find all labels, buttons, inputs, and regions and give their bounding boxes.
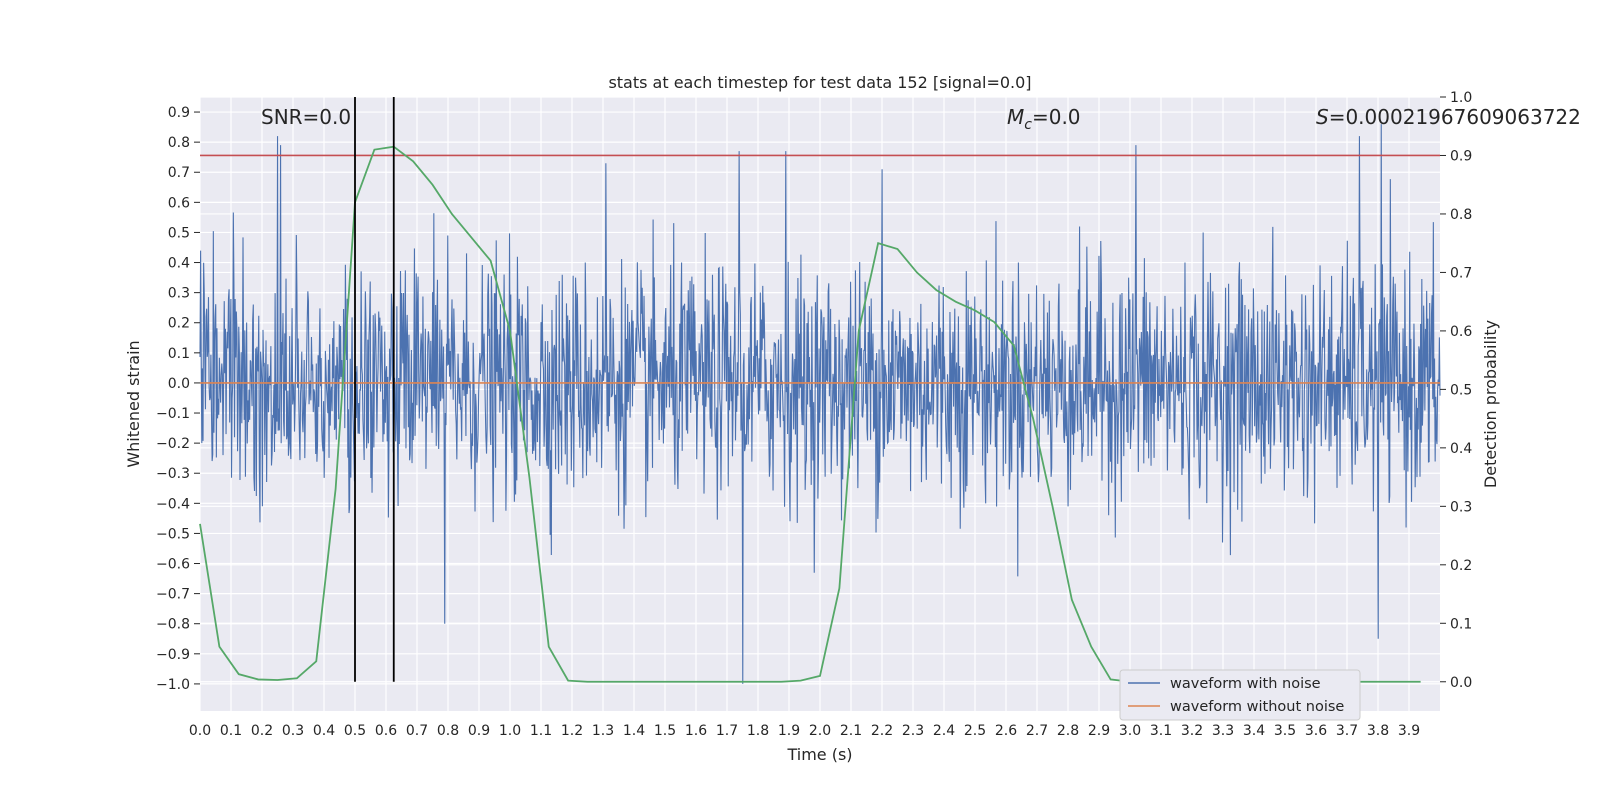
overlay-layer <box>199 97 1440 683</box>
x-tick-label: 3.7 <box>1336 723 1358 739</box>
s-annotation: S=0.00021967609063722 <box>1316 105 1581 129</box>
y-tick-label: −0.4 <box>156 496 190 512</box>
series-layer <box>199 124 1441 684</box>
y-tick-label: 0.0 <box>168 376 190 392</box>
y-tick-label: −0.6 <box>156 557 190 573</box>
y-right-tick-label: 0.0 <box>1450 675 1472 691</box>
x-tick-label: 0.3 <box>282 723 304 739</box>
y-tick-label: 0.3 <box>168 286 190 302</box>
y-tick-label: 0.8 <box>168 135 190 151</box>
legend-box <box>1119 669 1361 721</box>
y-tick-label: 0.9 <box>168 105 190 121</box>
x-tick-label: 0.2 <box>251 723 273 739</box>
x-tick-label: 0.5 <box>344 723 366 739</box>
y-tick-label: 0.6 <box>168 195 190 211</box>
x-tick-label: 1.5 <box>654 723 676 739</box>
x-tick-label: 2.6 <box>995 723 1017 739</box>
y-tick-label: −0.3 <box>156 466 190 482</box>
y-tick-label: −1.0 <box>156 677 190 693</box>
x-tick-label: 0.9 <box>468 723 490 739</box>
x-tick-label: 0.0 <box>189 723 211 739</box>
series-line-detection-probability <box>199 145 1421 683</box>
y-right-tick-label: 0.4 <box>1450 441 1472 457</box>
x-tick-label: 2.4 <box>933 723 955 739</box>
legend: waveform with noise waveform without noi… <box>1119 669 1361 721</box>
x-tick-label: 2.3 <box>902 723 924 739</box>
y-tick-label: −0.8 <box>156 617 190 633</box>
y-tick-label: −0.9 <box>156 647 190 663</box>
x-tick-label: 3.9 <box>1398 723 1420 739</box>
y-right-tick-label: 0.7 <box>1450 265 1472 281</box>
x-tick-label: 1.0 <box>499 723 521 739</box>
x-tick-label: 1.8 <box>747 723 769 739</box>
y-axis-label: Whitened strain <box>124 340 143 467</box>
x-tick-label: 3.2 <box>1181 723 1203 739</box>
x-axis-label: Time (s) <box>786 745 852 764</box>
snr-annotation: SNR=0.0 <box>261 105 351 129</box>
y-right-tick-label: 1.0 <box>1450 90 1472 106</box>
x-tick-label: 2.1 <box>840 723 862 739</box>
x-tick-label: 1.9 <box>778 723 800 739</box>
y-right-tick-label: 0.8 <box>1450 207 1472 223</box>
x-tick-label: 0.6 <box>375 723 397 739</box>
series-line-waveform-with-noise <box>199 124 1441 684</box>
x-tick-label: 1.1 <box>530 723 552 739</box>
x-tick-label: 1.4 <box>623 723 645 739</box>
x-tick-label: 3.3 <box>1212 723 1234 739</box>
x-tick-label: 2.2 <box>871 723 893 739</box>
x-tick-label: 1.6 <box>685 723 707 739</box>
x-tick-label: 2.9 <box>1088 723 1110 739</box>
y-tick-label: 0.1 <box>168 346 190 362</box>
x-tick-label: 3.0 <box>1119 723 1141 739</box>
y-tick-label: 0.5 <box>168 225 190 241</box>
y-tick-label: −0.7 <box>156 587 190 603</box>
x-tick-label: 0.4 <box>313 723 335 739</box>
x-tick-label: 1.7 <box>716 723 738 739</box>
y-tick-label: 0.7 <box>168 165 190 181</box>
x-tick-label: 1.3 <box>592 723 614 739</box>
legend-label-clean: waveform without noise <box>1170 699 1344 715</box>
x-tick-label: 2.0 <box>809 723 831 739</box>
y-tick-label: −0.2 <box>156 436 190 452</box>
y-right-tick-label: 0.1 <box>1450 616 1472 632</box>
legend-label-noisy: waveform with noise <box>1170 676 1321 692</box>
x-tick-label: 3.8 <box>1367 723 1389 739</box>
y-tick-label: −0.5 <box>156 526 190 542</box>
x-tick-label: 3.1 <box>1150 723 1172 739</box>
y-axis-right-label: Detection probability <box>1481 320 1500 488</box>
y-right-tick-label: 0.3 <box>1450 499 1472 515</box>
y-tick-label: 0.4 <box>168 256 190 272</box>
x-tick-label: 0.8 <box>437 723 459 739</box>
x-tick-label: 2.5 <box>964 723 986 739</box>
x-tick-label: 3.5 <box>1274 723 1296 739</box>
y-right-tick-label: 0.9 <box>1450 148 1472 164</box>
chart-title: stats at each timestep for test data 152… <box>608 73 1031 92</box>
x-tick-label: 1.2 <box>561 723 583 739</box>
x-tick-label: 2.7 <box>1026 723 1048 739</box>
y-right-tick-label: 0.2 <box>1450 558 1472 574</box>
y-tick-label: 0.2 <box>168 316 190 332</box>
y-right-tick-label: 0.5 <box>1450 382 1472 398</box>
x-tick-label: 3.6 <box>1305 723 1327 739</box>
x-tick-label: 3.4 <box>1243 723 1265 739</box>
tick-layer: 0.0 0.1 0.2 0.3 0.4 0.5 0.6 0.7 0.8 0.9 1.0 1.1 1.2 1… <box>156 90 1472 739</box>
y-tick-label: −0.1 <box>156 406 190 422</box>
y-right-tick-label: 0.6 <box>1450 324 1472 340</box>
x-tick-label: 2.8 <box>1057 723 1079 739</box>
x-tick-label: 0.1 <box>220 723 242 739</box>
x-tick-label: 0.7 <box>406 723 428 739</box>
mc-annotation: Mc=0.0 <box>1007 105 1081 133</box>
